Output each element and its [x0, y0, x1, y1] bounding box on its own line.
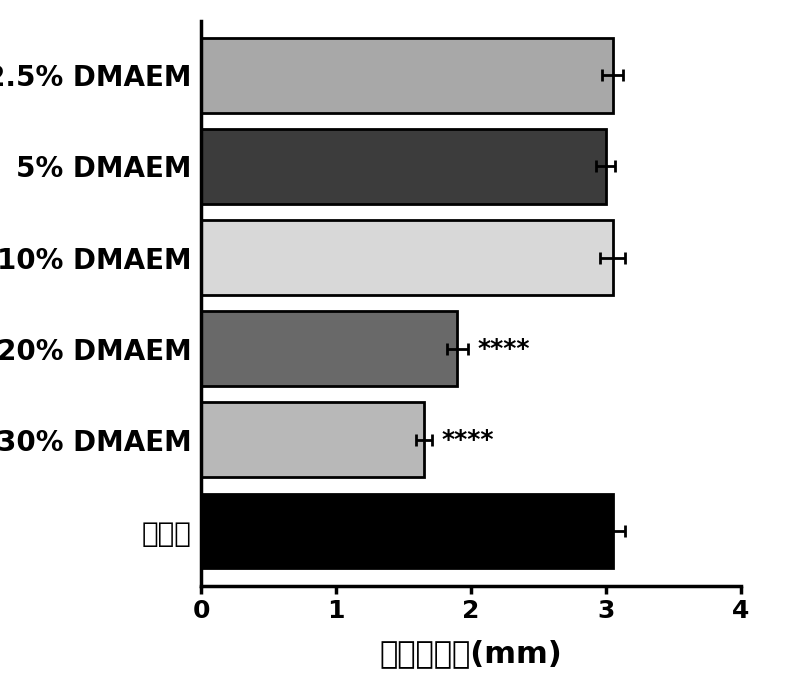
Bar — [201, 311, 457, 386]
Bar — [201, 129, 606, 204]
Bar — [201, 220, 613, 295]
Bar — [201, 493, 613, 568]
Bar — [201, 402, 423, 477]
Bar — [201, 38, 613, 113]
X-axis label: 光固化深度(mm): 光固化深度(mm) — [379, 639, 563, 668]
Text: ****: **** — [477, 337, 530, 361]
Text: ****: **** — [441, 428, 493, 452]
